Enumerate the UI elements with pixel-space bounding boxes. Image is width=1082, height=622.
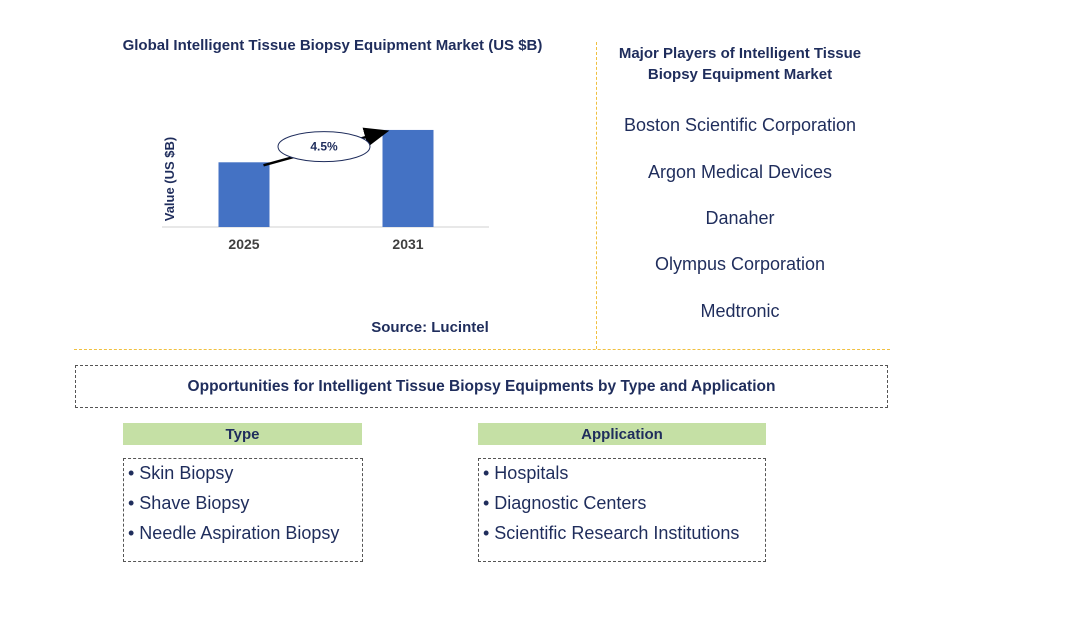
player-item: Boston Scientific Corporation — [623, 115, 857, 135]
players-title: Major Players of Intelligent Tissue Biop… — [605, 43, 875, 85]
chart-title: Global Intelligent Tissue Biopsy Equipme… — [122, 37, 543, 54]
y-axis-label: Value (US $B) — [162, 137, 177, 222]
opportunities-title: Opportunities for Intelligent Tissue Bio… — [75, 365, 888, 408]
type-item: • Shave Biopsy — [128, 493, 250, 513]
x-tick-label-2031: 2031 — [392, 236, 423, 252]
type-list: • Skin Biopsy • Shave Biopsy • Needle As… — [123, 458, 363, 562]
cagr-label: 4.5% — [310, 140, 338, 154]
type-item: • Skin Biopsy — [128, 463, 234, 483]
type-header: Type — [123, 423, 362, 445]
player-item: Medtronic — [700, 301, 780, 321]
bar-chart: Value (US $B) 2025 2031 4.5% — [162, 127, 489, 252]
player-item: Argon Medical Devices — [647, 162, 833, 182]
application-item: • Scientific Research Institutions — [483, 523, 740, 543]
cagr-ellipse — [277, 131, 371, 163]
application-item: • Hospitals — [483, 463, 569, 483]
players-title-line2: Biopsy Equipment Market — [647, 66, 833, 83]
horizontal-divider — [74, 349, 890, 350]
players-title-line1: Major Players of Intelligent Tissue — [618, 45, 862, 62]
type-item: • Needle Aspiration Biopsy — [128, 523, 340, 543]
application-header: Application — [478, 423, 766, 445]
vertical-divider — [596, 42, 597, 349]
bar-2025 — [218, 162, 270, 227]
x-tick-label-2025: 2025 — [228, 236, 259, 252]
application-list: • Hospitals • Diagnostic Centers • Scien… — [478, 458, 766, 562]
player-item: Olympus Corporation — [654, 254, 826, 274]
player-item: Danaher — [705, 208, 775, 228]
application-item: • Diagnostic Centers — [483, 493, 647, 513]
source-label: Source: Lucintel — [371, 319, 489, 336]
bar-2031 — [382, 129, 434, 227]
